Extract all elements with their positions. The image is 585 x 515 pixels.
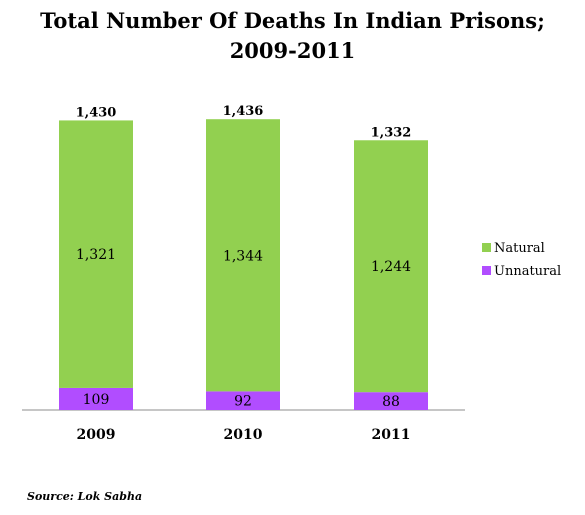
unnatural-value-label: 92 bbox=[234, 394, 252, 410]
unnatural-value-label: 109 bbox=[83, 392, 110, 408]
legend-swatch bbox=[482, 243, 491, 252]
natural-value-label: 1,244 bbox=[371, 259, 411, 275]
bar-natural-2009 bbox=[59, 120, 133, 388]
legend-swatch bbox=[482, 266, 491, 275]
total-value-label: 1,332 bbox=[371, 125, 412, 140]
chart-subtitle: 2009-2011 bbox=[229, 38, 356, 63]
total-value-label: 1,436 bbox=[223, 104, 264, 119]
natural-value-label: 1,321 bbox=[76, 247, 116, 263]
bar-chart: 1,321 109 1,430 2009 1,344 92 1,436 2010 1,244 88… bbox=[22, 104, 561, 443]
unnatural-value-label: 88 bbox=[382, 394, 400, 410]
bar-natural-2010 bbox=[206, 119, 280, 392]
bar-unnatural-2011 bbox=[354, 392, 428, 410]
natural-value-label: 1,344 bbox=[223, 248, 263, 264]
legend-label: Unnatural bbox=[494, 264, 561, 279]
x-tick-label: 2010 bbox=[224, 427, 263, 443]
x-tick-label: 2009 bbox=[77, 427, 116, 443]
chart-title: Total Number Of Deaths In Indian Prisons… bbox=[40, 8, 545, 33]
total-value-label: 1,430 bbox=[76, 105, 117, 120]
x-tick-label: 2011 bbox=[372, 427, 411, 443]
bar-unnatural-2010 bbox=[206, 391, 280, 410]
source-note: Source: Lok Sabha bbox=[27, 490, 143, 503]
bar-unnatural-2009 bbox=[59, 387, 133, 410]
bar-natural-2011 bbox=[354, 140, 428, 393]
legend-label: Natural bbox=[494, 241, 545, 256]
